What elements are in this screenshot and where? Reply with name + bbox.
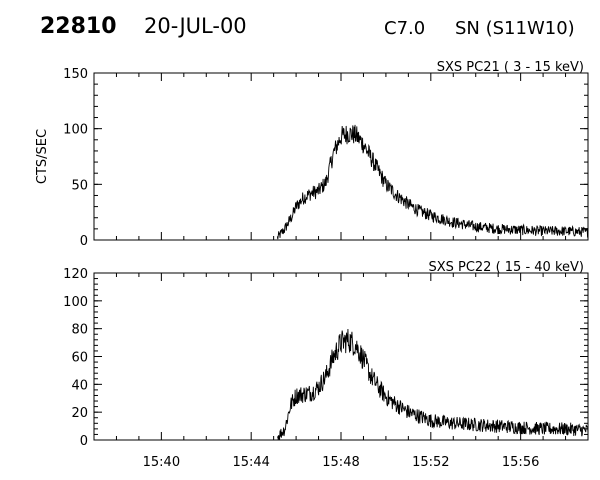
x-tick-label: 15:52 (412, 455, 449, 470)
y-tick-label: 100 (63, 123, 88, 138)
flare-class: C7.0 (384, 18, 426, 39)
x-tick-label: 15:56 (502, 455, 539, 470)
event-date: 20-JUL-00 (144, 14, 247, 38)
y-tick-label: 0 (80, 434, 88, 449)
x-tick-label: 15:40 (143, 455, 180, 470)
series-line-1 (276, 124, 589, 240)
flare-location: SN (S11W10) (455, 18, 575, 39)
event-id: 22810 (40, 14, 117, 39)
plot-frame-2 (93, 272, 589, 441)
y-tick-label: 50 (71, 178, 88, 193)
y-tick-label: 80 (71, 323, 88, 338)
y-axis-label: CTS/SEC (35, 129, 50, 184)
y-tick-label: 150 (63, 67, 88, 82)
x-tick-label: 15:44 (232, 455, 269, 470)
y-tick-label: 120 (63, 267, 88, 282)
plot-frame-1 (93, 72, 589, 241)
y-tick-label: 20 (71, 406, 88, 421)
panel-title-2: SXS PC22 ( 15 - 40 keV) (428, 260, 584, 275)
panel-title-1: SXS PC21 ( 3 - 15 keV) (437, 60, 584, 75)
y-tick-label: 0 (80, 234, 88, 249)
y-tick-label: 60 (71, 351, 88, 366)
series-line-2 (276, 328, 589, 441)
y-tick-label: 40 (71, 378, 88, 393)
x-tick-label: 15:48 (322, 455, 359, 470)
y-tick-label: 100 (63, 295, 88, 310)
